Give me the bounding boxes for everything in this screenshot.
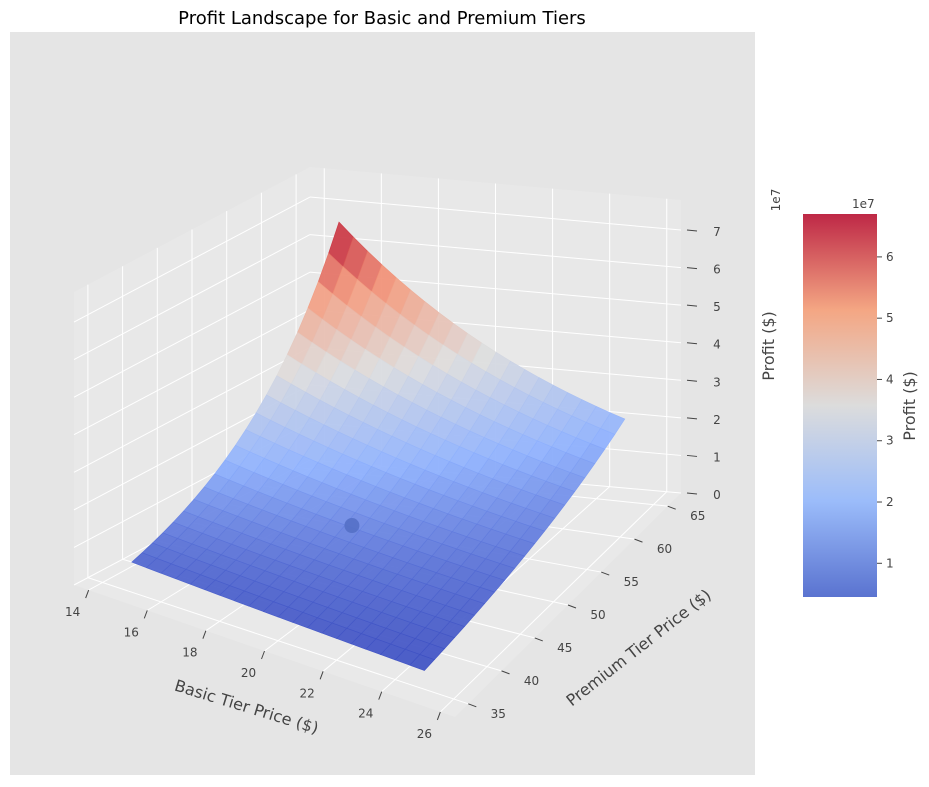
x-tick-label: 22 xyxy=(299,686,314,700)
x-tick-mark xyxy=(378,691,383,700)
y-tick-label: 35 xyxy=(491,707,506,721)
z-tick-mark xyxy=(686,267,698,270)
z-axis-exponent: 1e7 xyxy=(769,189,783,212)
y-tick-label: 40 xyxy=(524,674,539,688)
surface-plot xyxy=(131,221,626,671)
y-tick-mark xyxy=(634,538,643,543)
z-axis-label: Profit ($) xyxy=(759,311,778,380)
z-tick-mark xyxy=(686,379,698,382)
z-tick-mark xyxy=(686,492,698,495)
z-tick-mark xyxy=(686,304,698,307)
z-tick-mark xyxy=(686,454,698,457)
chart-title: Profit Landscape for Basic and Premium T… xyxy=(178,8,586,29)
optimum-point xyxy=(344,518,360,534)
colorbar-tick-label: 4 xyxy=(886,372,894,386)
x-tick-mark xyxy=(436,711,441,721)
z-tick-label: 4 xyxy=(713,338,721,352)
z-tick-label: 3 xyxy=(713,375,721,389)
optimum-point-marker xyxy=(344,518,360,534)
y-tick-mark xyxy=(501,670,510,675)
z-tick-label: 5 xyxy=(713,300,721,314)
y-tick-mark xyxy=(601,571,610,576)
colorbar-tick-label: 1 xyxy=(886,556,894,570)
colorbar-tick-label: 6 xyxy=(886,250,894,264)
y-tick-mark xyxy=(468,703,477,708)
y-tick-mark xyxy=(534,637,543,642)
z-tick-label: 0 xyxy=(713,488,721,502)
x-tick-mark xyxy=(319,671,324,680)
colorbar-tick-label: 2 xyxy=(886,495,894,509)
x-tick-label: 24 xyxy=(358,707,373,721)
z-tick-label: 6 xyxy=(713,263,721,277)
colorbar-label: Profit ($) xyxy=(900,371,919,440)
y-tick-label: 45 xyxy=(557,641,572,655)
x-tick-mark xyxy=(143,610,148,619)
grid-line-y-floor xyxy=(87,577,469,705)
z-tick-label: 7 xyxy=(713,225,721,239)
z-tick-label: 1 xyxy=(713,450,721,464)
z-tick-label: 2 xyxy=(713,413,721,427)
z-tick-mark xyxy=(686,342,698,345)
surface-patch xyxy=(409,654,435,671)
x-tick-mark xyxy=(261,650,265,660)
x-tick-label: 20 xyxy=(241,666,256,680)
z-tick-mark xyxy=(686,229,698,232)
colorbar-exponent: 1e7 xyxy=(852,197,875,211)
x-tick-mark xyxy=(202,630,207,639)
x-tick-mark xyxy=(85,589,90,599)
y-tick-label: 55 xyxy=(624,575,639,589)
colorbar-gradient xyxy=(803,214,877,597)
colorbar-tick-label: 3 xyxy=(886,434,894,448)
y-tick-label: 65 xyxy=(690,509,705,523)
x-tick-label: 18 xyxy=(182,646,197,660)
colorbar-tick-label: 5 xyxy=(886,311,894,325)
x-tick-label: 26 xyxy=(417,727,432,741)
x-tick-label: 14 xyxy=(65,605,80,619)
colorbar: 1 2 3 4 5 6 1e7 Profit ($) xyxy=(803,197,919,597)
y-tick-mark xyxy=(667,505,676,510)
y-tick-mark xyxy=(567,604,577,609)
x-tick-label: 16 xyxy=(124,625,139,639)
y-tick-label: 60 xyxy=(657,542,672,556)
z-tick-mark xyxy=(686,417,698,420)
y-tick-label: 50 xyxy=(590,608,605,622)
